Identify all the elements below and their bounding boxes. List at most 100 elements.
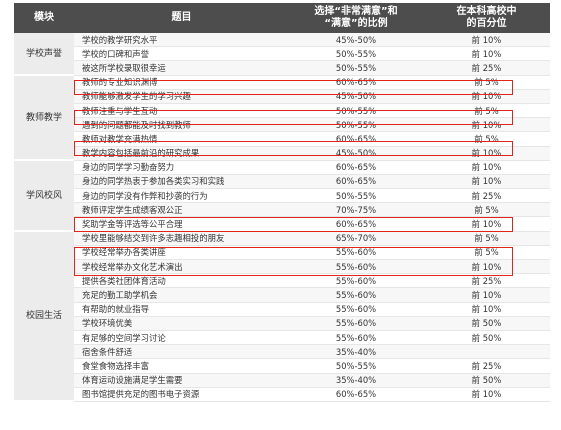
category-campus-life: 校园生活 [14, 231, 74, 403]
table-row: 宿舍条件舒适 35%-40% [14, 344, 550, 360]
satisfaction-cell: 45%-50% [289, 146, 423, 161]
satisfaction-cell: 60%-65% [289, 387, 423, 402]
table-row: 教师评定学生成绩客观公正 70%-75% 前 5% [14, 202, 550, 218]
satisfaction-cell: 45%-50% [289, 33, 423, 48]
percentile-cell: 前 10% [423, 117, 550, 133]
table-row: 体育运动设施满足学生需要 35%-40% 前 50% [14, 373, 550, 388]
percentile-cell: 前 5% [423, 131, 550, 147]
satisfaction-cell: 55%-60% [289, 287, 423, 303]
percentile-cell: 前 5% [423, 202, 550, 218]
table-row: 有足够的空间学习讨论 55%-60% 前 50% [14, 330, 550, 346]
percentile-cell: 前 10% [423, 216, 550, 232]
table-row: 学校经常举办各类讲座 55%-60% 前 5% [14, 245, 550, 261]
item-cell: 充足的勤工助学机会 [74, 287, 289, 303]
header-percentile-line2: 的百分位 [466, 18, 507, 29]
category-teaching: 教师教学 [14, 75, 74, 162]
percentile-cell: 前 5% [423, 75, 550, 90]
satisfaction-cell: 35%-40% [289, 344, 423, 360]
percentile-cell: 前 25% [423, 273, 550, 289]
percentile-cell: 前 50% [423, 316, 550, 331]
table-row: 身边的同学没有作弊和抄袭的行为 50%-55% 前 25% [14, 188, 550, 204]
percentile-cell: 前 10% [423, 259, 550, 275]
satisfaction-cell: 60%-65% [289, 131, 423, 147]
percentile-cell [423, 344, 550, 360]
item-cell: 提供各类社团体育活动 [74, 273, 289, 289]
percentile-cell: 前 10% [423, 302, 550, 317]
item-cell: 身边的同学没有作弊和抄袭的行为 [74, 188, 289, 204]
table-row: 校园生活 学校里能够结交到许多志趣相投的朋友 65%-70% 前 5% [14, 231, 550, 403]
item-cell: 奖助学金等评选等公平合理 [74, 216, 289, 232]
table-header-row: 模块 题目 选择“非常满意”和 “满意”的比例 在本科高校中 的百分位 [14, 3, 550, 33]
percentile-cell: 前 25% [423, 358, 550, 374]
item-cell: 学校的口碑和声誉 [74, 46, 289, 62]
item-cell: 遇到的问题都能及时找到教师 [74, 117, 289, 133]
percentile-cell: 前 10% [423, 33, 550, 48]
percentile-cell: 前 50% [423, 330, 550, 346]
item-cell: 身边的同学热衷于参加各类实习和实践 [74, 174, 289, 190]
satisfaction-cell: 60%-65% [289, 174, 423, 190]
satisfaction-cell: 55%-60% [289, 245, 423, 261]
table-row: 学校经常举办文化艺术演出 55%-60% 前 10% [14, 259, 550, 275]
table-row: 奖助学金等评选等公平合理 60%-65% 前 10% [14, 216, 550, 232]
item-cell: 教师的专业知识渊博 [74, 75, 289, 90]
satisfaction-cell: 50%-55% [289, 358, 423, 374]
item-cell: 有足够的空间学习讨论 [74, 330, 289, 346]
table-body: 学校声誉 学校的教学研究水平 45%-50% 前 10% 学校的口碑和声誉 50%-55… [14, 33, 550, 403]
satisfaction-cell: 50%-55% [289, 60, 423, 76]
percentile-cell: 前 50% [423, 373, 550, 388]
item-cell: 图书馆提供充足的图书电子资源 [74, 387, 289, 402]
item-cell: 宿舍条件舒适 [74, 344, 289, 360]
item-cell: 被这所学校录取很幸运 [74, 60, 289, 76]
satisfaction-cell: 45%-50% [289, 89, 423, 104]
satisfaction-cell: 55%-60% [289, 316, 423, 331]
satisfaction-cell: 55%-60% [289, 259, 423, 275]
category-study-culture: 学风校风 [14, 160, 74, 233]
table-row: 图书馆提供充足的图书电子资源 60%-65% 前 10% [14, 387, 550, 402]
table-row: 教师注重与学生互动 50%-55% 前 5% [14, 103, 550, 119]
item-cell: 学校经常举办各类讲座 [74, 245, 289, 261]
satisfaction-cell: 50%-55% [289, 188, 423, 204]
satisfaction-cell: 65%-70% [289, 231, 423, 246]
item-cell: 有帮助的就业指导 [74, 302, 289, 317]
table-row: 学校环境优美 55%-60% 前 50% [14, 316, 550, 331]
item-cell: 教师评定学生成绩客观公正 [74, 202, 289, 218]
table-row: 学校声誉 学校的教学研究水平 45%-50% 前 10% [14, 33, 550, 77]
table-row: 食堂食物选择丰富 50%-55% 前 25% [14, 358, 550, 374]
percentile-cell: 前 10% [423, 146, 550, 161]
item-cell: 学校的教学研究水平 [74, 33, 289, 48]
satisfaction-cell: 55%-60% [289, 330, 423, 346]
percentile-cell: 前 5% [423, 245, 550, 261]
table-row: 提供各类社团体育活动 55%-60% 前 25% [14, 273, 550, 289]
percentile-cell: 前 10% [423, 89, 550, 104]
table-row: 遇到的问题都能及时找到教师 50%-55% 前 10% [14, 117, 550, 133]
header-satisfaction: 选择“非常满意”和 “满意”的比例 [289, 3, 423, 33]
table-row: 学风校风 身边的同学学习勤奋努力 60%-65% 前 10% [14, 160, 550, 233]
satisfaction-table: 模块 题目 选择“非常满意”和 “满意”的比例 在本科高校中 的百分位 学校声誉… [14, 3, 550, 403]
table-row: 教师对教学充满热情 60%-65% 前 5% [14, 131, 550, 147]
table-row: 有帮助的就业指导 55%-60% 前 10% [14, 302, 550, 317]
header-percentile-line1: 在本科高校中 [456, 6, 517, 17]
percentile-cell: 前 10% [423, 160, 550, 175]
percentile-cell: 前 10% [423, 287, 550, 303]
table-row: 充足的勤工助学机会 55%-60% 前 10% [14, 287, 550, 303]
satisfaction-cell: 60%-65% [289, 216, 423, 232]
header-percentile: 在本科高校中 的百分位 [423, 3, 550, 33]
percentile-cell: 前 10% [423, 387, 550, 402]
satisfaction-cell: 55%-60% [289, 273, 423, 289]
item-cell: 学校经常举办文化艺术演出 [74, 259, 289, 275]
item-cell: 身边的同学学习勤奋努力 [74, 160, 289, 175]
header-item: 题目 [74, 3, 289, 33]
table-row: 学校的口碑和声誉 50%-55% 前 10% [14, 46, 550, 62]
percentile-cell: 前 25% [423, 60, 550, 76]
percentile-cell: 前 5% [423, 103, 550, 119]
satisfaction-cell: 60%-65% [289, 160, 423, 175]
item-cell: 体育运动设施满足学生需要 [74, 373, 289, 388]
item-cell: 学校里能够结交到许多志趣相投的朋友 [74, 231, 289, 246]
table-row: 被这所学校录取很幸运 50%-55% 前 25% [14, 60, 550, 76]
table-row: 教师能够激发学生的学习兴趣 45%-50% 前 10% [14, 89, 550, 104]
percentile-cell: 前 25% [423, 188, 550, 204]
satisfaction-cell: 60%-65% [289, 75, 423, 90]
item-cell: 学校环境优美 [74, 316, 289, 331]
satisfaction-cell: 50%-55% [289, 103, 423, 119]
category-reputation: 学校声誉 [14, 33, 74, 77]
